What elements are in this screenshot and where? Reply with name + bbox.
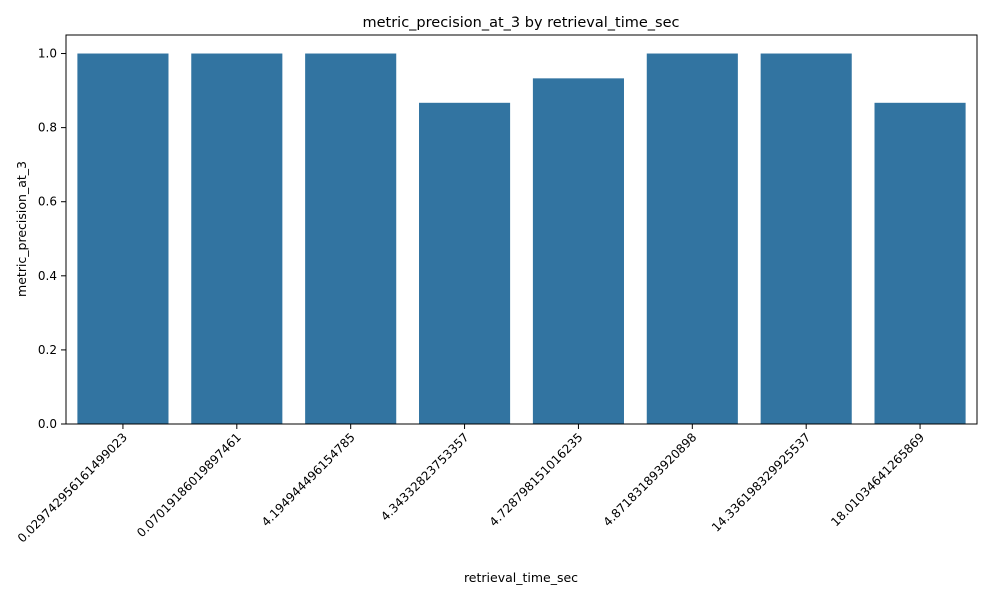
bar-1 [191,53,283,425]
x-tick-label: 14.336198329925537 [709,430,813,534]
x-tick-label: 4.871831893920898 [600,430,699,529]
y-axis-ticks: 0.0 0.2 0.4 0.6 0.8 1.0 [38,47,66,431]
x-tick-label: 0.029742956161499023 [15,430,130,545]
y-axis-label: metric_precision_at_3 [14,161,29,297]
x-tick-label: 18.01034641265869 [828,430,927,529]
chart-title: metric_precision_at_3 by retrieval_time_… [362,15,679,31]
y-tick-label: 0.6 [38,195,57,209]
x-tick-label: 4.34332823753357 [378,430,472,524]
x-axis-ticks: 0.029742956161499023 0.07019186019897461 4… [15,424,927,545]
bar-4 [532,78,624,424]
y-tick-label: 0.2 [38,343,57,357]
bar-3 [419,102,511,425]
x-axis-label: retrieval_time_sec [464,570,578,585]
bar-6 [760,53,852,425]
y-tick-label: 0.4 [38,269,57,283]
y-tick-label: 0.0 [38,417,57,431]
bar-5 [646,53,738,425]
plot-frame [65,34,978,425]
bar-7 [874,102,966,425]
x-tick-label: 4.194944496154785 [259,430,358,529]
bar-0 [77,53,169,425]
bar-2 [305,53,397,425]
y-tick-label: 1.0 [38,47,57,61]
x-tick-label: 4.728798151016235 [487,430,586,529]
y-tick-label: 0.8 [38,121,57,135]
bars [77,53,966,425]
x-tick-label: 0.07019186019897461 [134,430,244,540]
